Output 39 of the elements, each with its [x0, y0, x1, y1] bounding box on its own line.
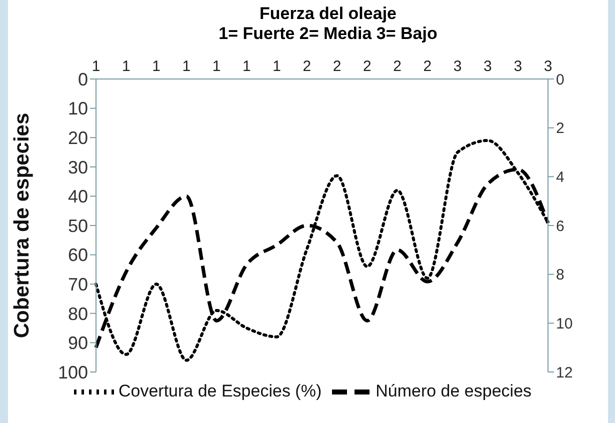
- y-tick-label: 100: [58, 362, 88, 382]
- x-tick-label: 3: [484, 58, 492, 75]
- x-tick-label: 2: [332, 58, 342, 75]
- x-tick-label: 1: [242, 58, 251, 75]
- legend-label: Número de especies: [376, 381, 532, 400]
- y2-tick-label: 12: [556, 364, 573, 382]
- x-tick-label: 1: [152, 58, 160, 75]
- y2-tick-label: 2: [556, 120, 564, 138]
- x-tick-label: 1: [272, 58, 281, 75]
- legend-label: Covertura de Especies (%): [118, 381, 322, 400]
- x-tick-label: 1: [122, 58, 130, 75]
- y2-tick-label: 8: [556, 266, 564, 284]
- y-tick-label: 80: [68, 304, 88, 324]
- y-tick-label: 30: [68, 157, 88, 178]
- y-tick-label: 10: [68, 98, 88, 119]
- y-tick-label: 70: [68, 274, 88, 294]
- y-tick-label: 90: [68, 333, 88, 354]
- y2-tick-label: 10: [556, 315, 573, 332]
- y-tick-label: 40: [68, 186, 88, 207]
- x-tick-label: 3: [514, 58, 522, 75]
- x-tick-label: 3: [544, 58, 552, 75]
- x-tick-label: 2: [393, 58, 402, 75]
- y-tick-label: 60: [68, 245, 88, 266]
- y-tick-label: 0: [78, 69, 88, 90]
- x-tick-label: 3: [453, 58, 462, 75]
- y2-tick-label: 4: [556, 168, 564, 186]
- x-tick-label: 2: [363, 58, 372, 75]
- y-tick-label: 20: [68, 128, 88, 148]
- y2-tick-label: 6: [556, 218, 564, 235]
- x-tick-label: 1: [92, 58, 100, 75]
- y-axis-title: Cobertura de especies: [10, 112, 34, 338]
- chart-title: Fuerza del oleaje: [258, 4, 398, 24]
- x-tick-label: 2: [423, 58, 432, 75]
- y-tick-label: 50: [68, 216, 88, 236]
- y2-tick-label: 0: [556, 71, 564, 88]
- x-tick-label: 1: [182, 58, 191, 75]
- x-tick-label: 2: [302, 58, 312, 75]
- x-tick-label: 1: [212, 58, 221, 75]
- chart-subtitle: 1= Fuerte 2= Media 3= Bajo: [218, 24, 438, 44]
